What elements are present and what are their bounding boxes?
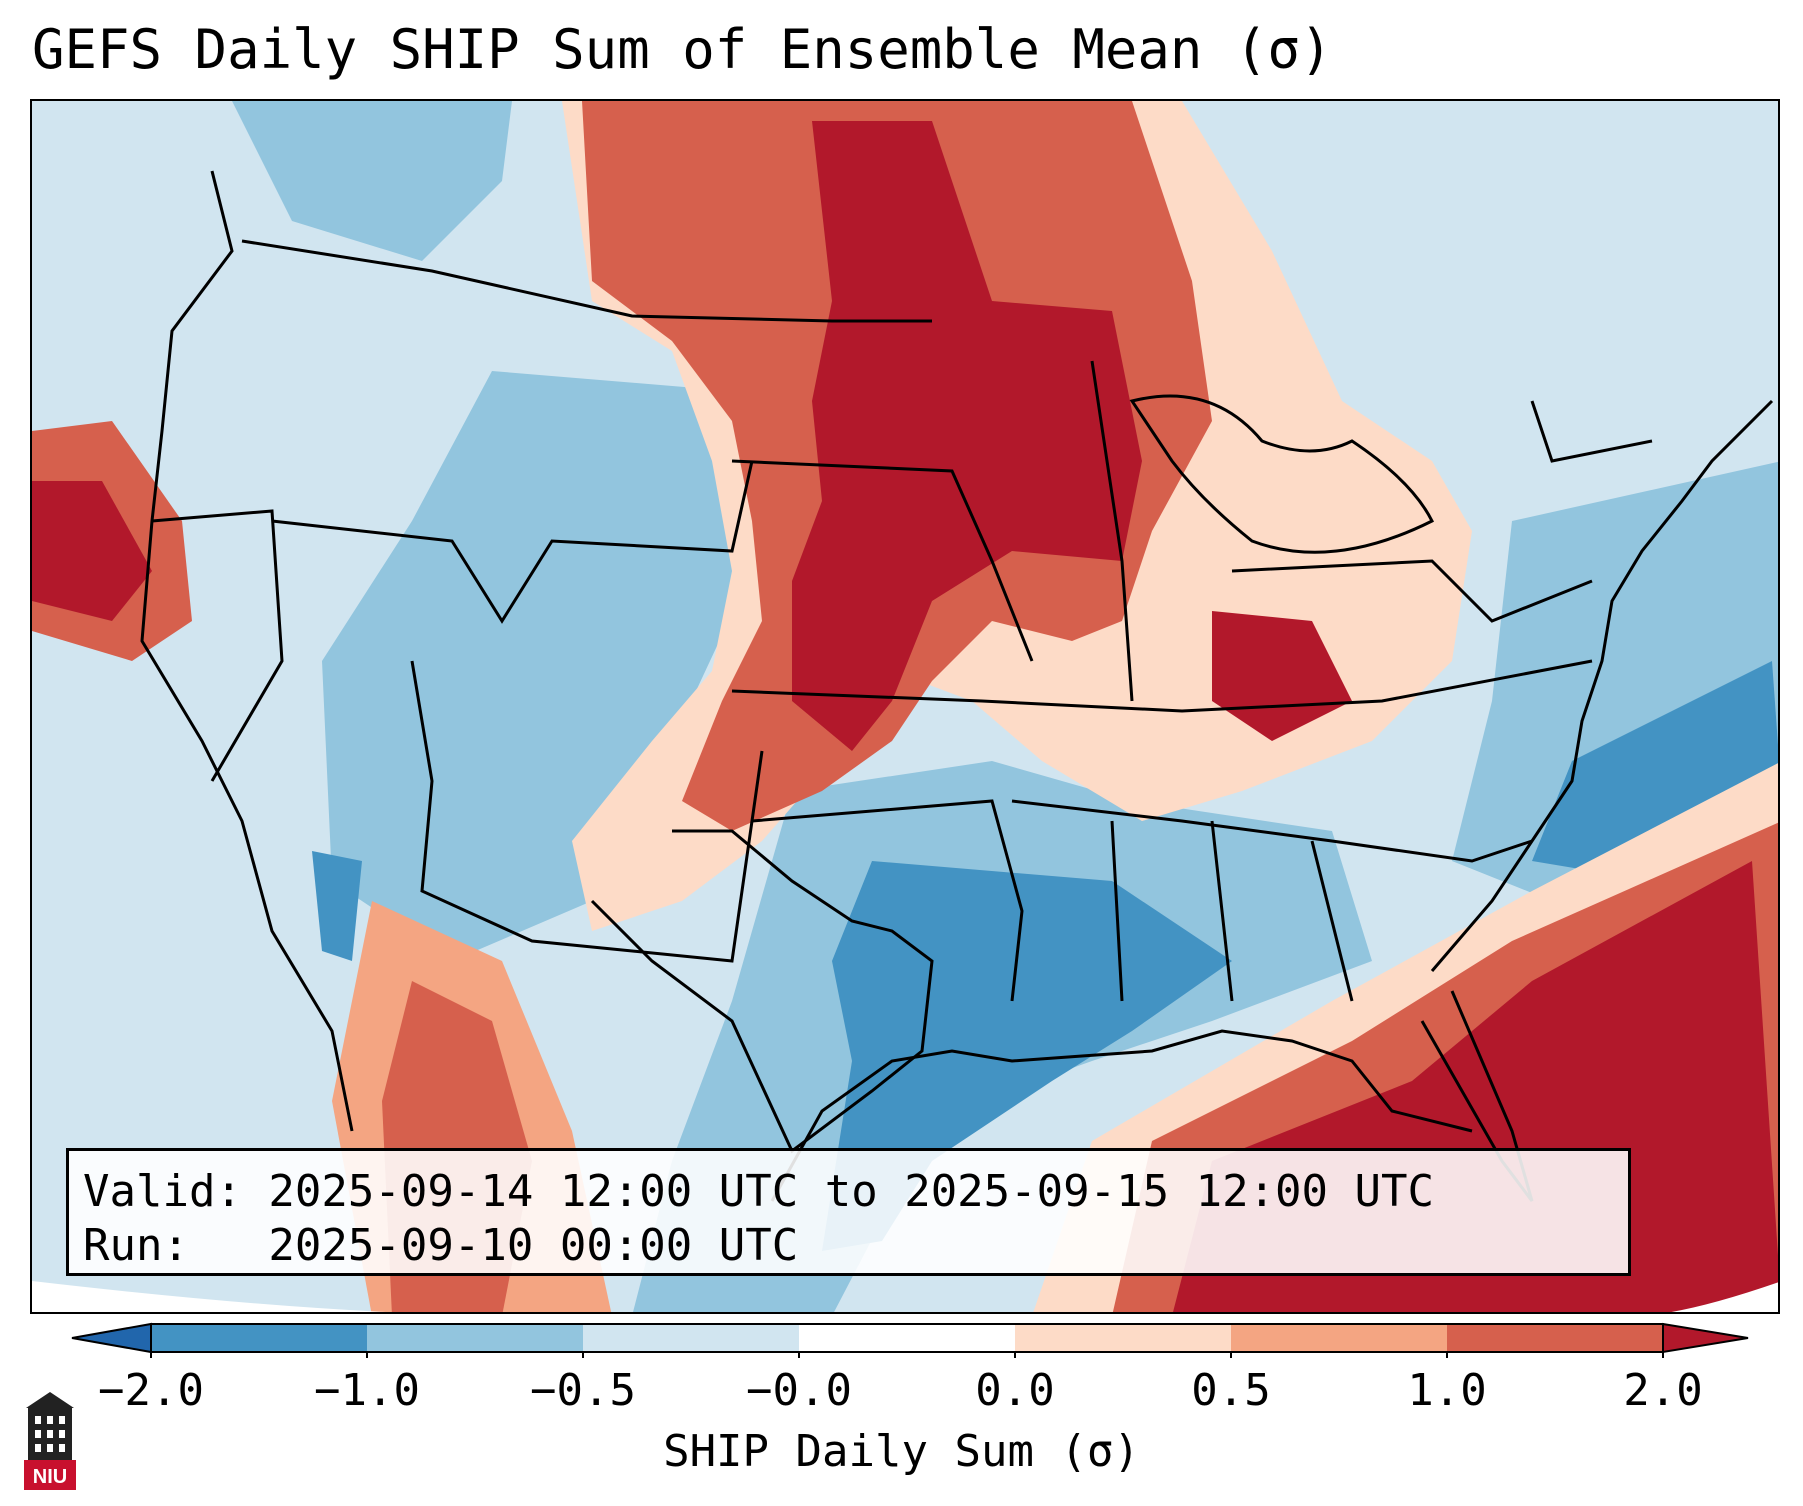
projection-edge-right [1671,1282,1778,1312]
west-coast [140,170,354,1132]
state-line-6 [1011,799,1533,863]
dark-red-region-pacific [32,481,152,621]
colorbar-tick-label: −0.5 [530,1365,636,1416]
map-panel [30,99,1780,1314]
state-line-8 [731,459,1034,662]
deep-blue-region-mexico [312,851,362,961]
colorbar-tick-label: 1.0 [1407,1365,1487,1416]
validity-info-box: Valid: 2025-09-14 12:00 UTC to 2025-09-1… [66,1148,1631,1276]
east-coast [1430,399,1774,972]
colorbar-tick-label: −1.0 [314,1365,420,1416]
gulf-coast [770,1029,1473,1202]
texas-outline [590,829,934,1154]
state-line-7 [1110,820,1354,1002]
colorbar-extend-low [71,1322,152,1354]
great-lakes [1129,394,1435,554]
colorbar-segment [1447,1324,1663,1352]
projection-edge-left [32,1281,386,1312]
colorbar-segment [1015,1324,1231,1352]
colorbar-segment [151,1324,367,1352]
state-line-10 [1231,559,1593,623]
colorbar-segment [1231,1324,1447,1352]
colorbar-label: SHIP Daily Sum (σ) [663,1426,1140,1477]
state-line-1 [151,509,284,782]
state-line-5 [751,799,1024,1002]
niu-logo-badge [24,1460,76,1490]
run-time-text: Run: 2025-09-10 00:00 UTC [83,1220,799,1271]
niu-tower-icon [26,1392,74,1460]
colorbar-tick-label: −2.0 [98,1365,204,1416]
map-title: GEFS Daily SHIP Sum of Ensemble Mean (σ) [32,18,1333,81]
dark-red-region-plains [792,121,1142,751]
valid-time-text: Valid: 2025-09-14 12:00 UTC to 2025-09-1… [83,1166,1435,1217]
colorbar-segment [799,1324,1015,1352]
canada-border [241,239,932,323]
colorbar-extend-high [1662,1322,1749,1354]
state-line-2 [271,460,754,624]
ship-anomaly-map [32,101,1778,1312]
colorbar-segment [583,1324,799,1352]
niu-logo: NIU [24,1392,76,1490]
state-line-11 [1530,400,1653,463]
niu-logo-text: NIU [33,1466,67,1488]
colorbar-outline [150,1323,1664,1353]
blue-region-north-west [232,101,512,261]
colorbar [71,1322,1749,1358]
colorbar-tick-label: 0.0 [975,1365,1055,1416]
state-line-4 [731,659,1593,713]
colorbar-tick-label: −0.0 [746,1365,852,1416]
state-line-9 [1090,360,1134,702]
coastlines-and-borders [140,170,1774,1202]
colorbar-tick-label: 0.5 [1191,1365,1271,1416]
colorbar-segment [367,1324,583,1352]
colorbar-tick-label: 2.0 [1623,1365,1703,1416]
